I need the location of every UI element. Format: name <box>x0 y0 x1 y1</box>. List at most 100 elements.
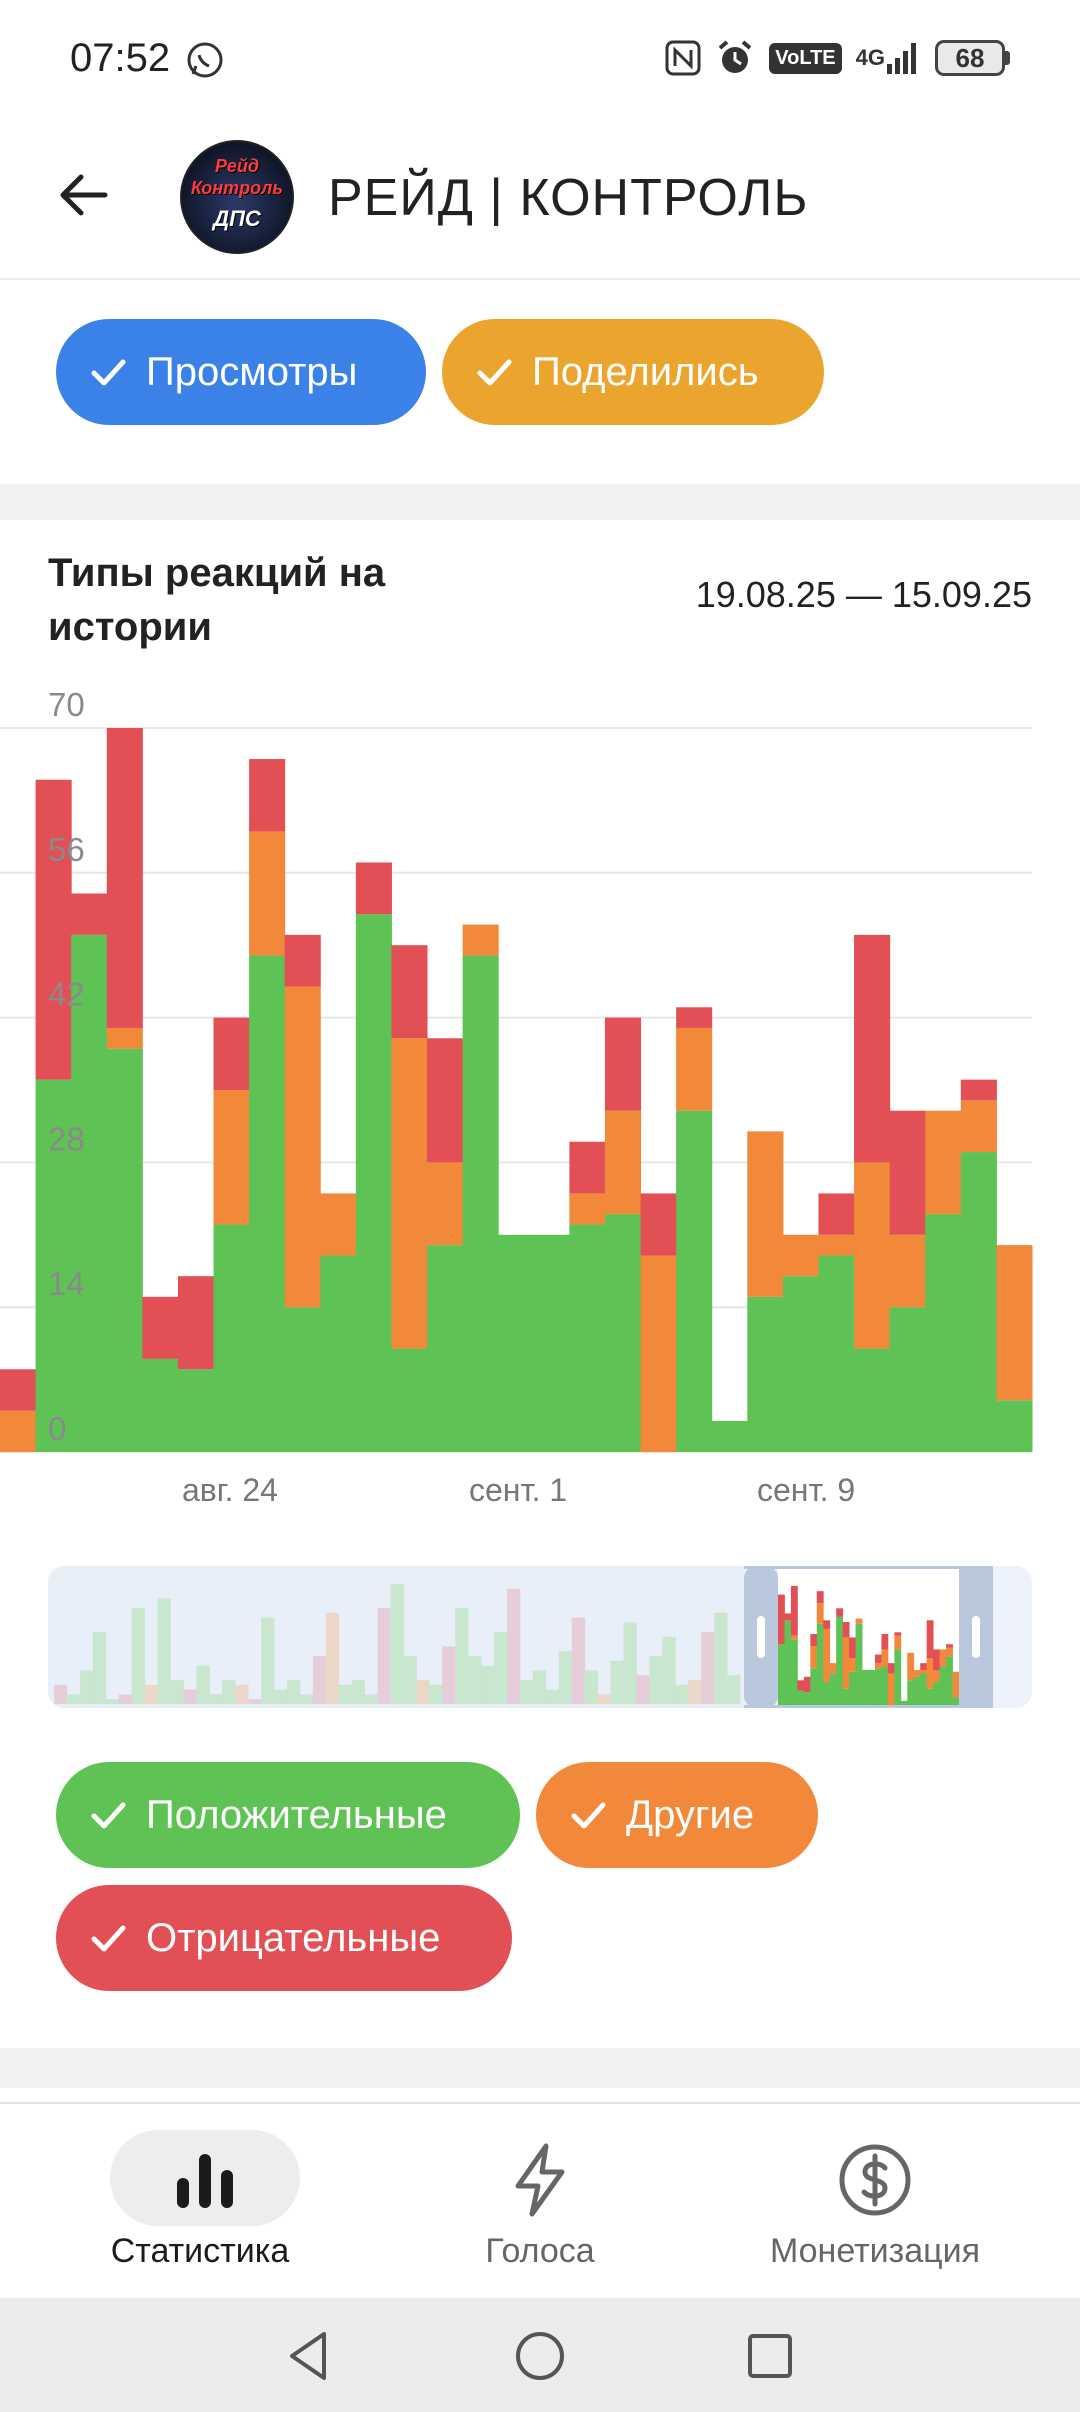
system-back-icon[interactable] <box>280 2326 340 2386</box>
check-icon <box>91 1802 126 1829</box>
bar-segment[interactable] <box>569 1193 606 1225</box>
bar-segment[interactable] <box>854 1348 891 1452</box>
channel-avatar[interactable]: Рейд Контроль ДПС <box>180 140 294 254</box>
system-home-icon[interactable] <box>510 2326 570 2386</box>
bar-segment[interactable] <box>284 1307 321 1452</box>
bar-segment[interactable] <box>213 1224 250 1452</box>
bar-segment[interactable] <box>854 934 891 1163</box>
navigator-bar <box>584 1670 599 1704</box>
bar-segment[interactable] <box>106 728 143 1028</box>
bar-segment[interactable] <box>249 831 286 956</box>
bar-segment[interactable] <box>284 934 321 987</box>
views-filter-chip[interactable]: Просмотры <box>56 319 426 425</box>
bar-segment[interactable] <box>533 1234 570 1452</box>
navigator-bar <box>623 1622 637 1704</box>
bar-segment[interactable] <box>427 1162 464 1246</box>
bar-segment[interactable] <box>177 1369 215 1452</box>
negative-filter-chip[interactable]: Отрицательные <box>56 1885 512 1991</box>
bar-segment[interactable] <box>996 1400 1033 1452</box>
bar-segment[interactable] <box>355 862 392 915</box>
navigator-bar <box>312 1656 327 1704</box>
bar-segment[interactable] <box>640 1193 677 1256</box>
bar-segment[interactable] <box>320 1193 357 1256</box>
bar-segment[interactable] <box>569 1141 606 1194</box>
bar-segment[interactable] <box>818 1234 855 1256</box>
bar-segment[interactable] <box>818 1255 855 1452</box>
bar-segment[interactable] <box>427 1038 464 1163</box>
chart-range-navigator[interactable] <box>48 1566 1032 1708</box>
bar-segment[interactable] <box>960 1100 997 1153</box>
navigator-bar <box>675 1684 689 1704</box>
bar-segment[interactable] <box>391 1038 428 1349</box>
bar-segment[interactable] <box>925 1214 962 1452</box>
bar-segment[interactable] <box>71 934 108 1452</box>
navigator-bar <box>907 1680 915 1706</box>
bar-segment[interactable] <box>213 1090 250 1225</box>
bar-segment[interactable] <box>249 955 286 1452</box>
bar-segment[interactable] <box>889 1110 926 1235</box>
bar-segment[interactable] <box>106 1048 143 1452</box>
other-filter-chip[interactable]: Другие <box>536 1762 818 1868</box>
bar-segment[interactable] <box>747 1131 784 1297</box>
shared-filter-chip[interactable]: Поделились <box>442 319 824 425</box>
bar-segment[interactable] <box>177 1276 215 1370</box>
bar-segment[interactable] <box>498 1234 535 1452</box>
nav-stats[interactable]: Статистика <box>20 2104 380 2300</box>
bar-segment[interactable] <box>462 924 499 956</box>
bar-segment[interactable] <box>71 893 108 935</box>
bar-segment[interactable] <box>604 1110 642 1215</box>
bar-segment[interactable] <box>747 1296 784 1452</box>
bar-segment[interactable] <box>676 1027 713 1111</box>
bar-segment[interactable] <box>0 1410 37 1452</box>
bar-segment[interactable] <box>676 1110 713 1452</box>
bar-segment[interactable] <box>996 1245 1033 1401</box>
x-tick-label: авг. 24 <box>182 1472 278 1508</box>
bar-segment[interactable] <box>462 955 499 1452</box>
bar-segment[interactable] <box>604 1214 642 1452</box>
bar-segment[interactable] <box>320 1255 357 1452</box>
bar-segment[interactable] <box>427 1245 464 1452</box>
nav-votes[interactable]: Голоса <box>360 2104 720 2300</box>
bar-segment[interactable] <box>391 1348 428 1452</box>
bar-segment[interactable] <box>889 1234 926 1308</box>
bar-segment[interactable] <box>249 759 286 832</box>
navigator-bar <box>144 1684 158 1704</box>
positive-filter-chip[interactable]: Положительные <box>56 1762 520 1868</box>
bar-segment[interactable] <box>854 1162 891 1349</box>
system-recents-icon[interactable] <box>740 2326 800 2386</box>
back-button[interactable] <box>48 160 118 230</box>
bar-segment[interactable] <box>569 1224 606 1452</box>
bar-segment[interactable] <box>818 1193 855 1235</box>
navigator-bar <box>131 1608 146 1704</box>
bar-segment[interactable] <box>391 945 428 1039</box>
bar-segment[interactable] <box>782 1234 819 1277</box>
bar-segment[interactable] <box>676 1007 713 1028</box>
navigator-bar <box>790 1586 798 1636</box>
bar-segment[interactable] <box>960 1152 997 1452</box>
bar-segment[interactable] <box>355 914 392 1452</box>
bar-segment[interactable] <box>213 1017 250 1090</box>
bar-segment[interactable] <box>0 1369 37 1411</box>
bar-segment[interactable] <box>106 1027 143 1049</box>
bar-segment[interactable] <box>782 1276 819 1452</box>
navigator-bar <box>849 1637 856 1658</box>
bar-segment[interactable] <box>889 1307 926 1452</box>
navigator-bar <box>442 1646 456 1704</box>
bar-segment[interactable] <box>142 1296 179 1359</box>
bar-segment[interactable] <box>711 1420 748 1452</box>
navigator-bar <box>662 1636 676 1704</box>
navigator-bar <box>778 1644 785 1706</box>
bar-segment[interactable] <box>925 1110 962 1215</box>
navigator-bar <box>939 1649 947 1667</box>
navigator-bar <box>688 1680 702 1704</box>
bar-segment[interactable] <box>640 1255 677 1452</box>
bar-segment[interactable] <box>960 1079 997 1101</box>
bar-segment[interactable] <box>35 1079 72 1452</box>
bar-segment[interactable] <box>284 986 321 1308</box>
nav-monetization[interactable]: Монетизация <box>695 2104 1055 2300</box>
status-bar: 07:52 VoLTE 4G 68 <box>0 0 1080 120</box>
navigator-window-border <box>744 1566 993 1569</box>
bar-segment[interactable] <box>35 779 72 1080</box>
bar-segment[interactable] <box>604 1017 642 1111</box>
bar-segment[interactable] <box>142 1358 179 1452</box>
